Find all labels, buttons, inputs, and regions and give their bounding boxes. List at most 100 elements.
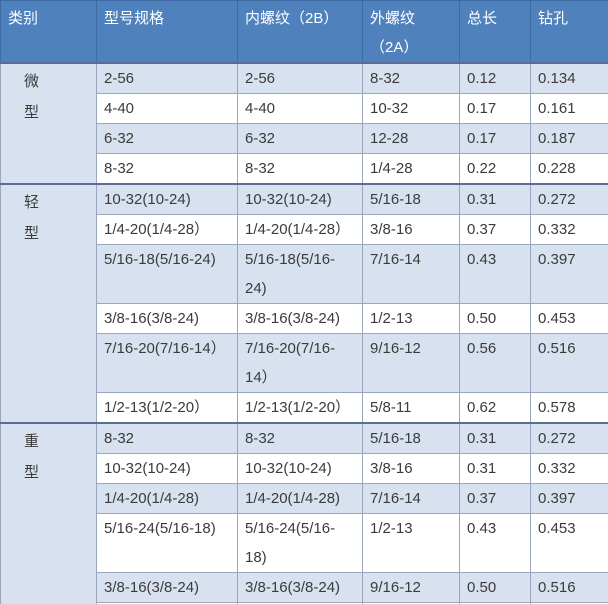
cell-model-spec: 10-32(10-24) [96,183,238,215]
cell-model-spec: 1/4-20(1/4-28) [96,483,238,514]
cell-model-spec: 4-40 [96,93,238,124]
table-row: 轻 型 10-32(10-24) 10-32(10-24) 5/16-18 0.… [0,183,608,424]
table-row: 10-32(10-24) 10-32(10-24) 3/8-16 0.31 0.… [0,453,608,484]
cell-internal-thread: 1/4-20(1/4-28） [237,214,363,245]
cell-drill-hole: 0.578 [530,392,608,424]
cell-total-length: 0.37 [459,214,531,245]
category-char: 轻 [24,194,40,211]
header-row: 类别 型号规格 内螺纹（2B） 外螺纹（2A） 总长 钻孔 [0,0,608,64]
cell-total-length: 0.62 [459,392,531,424]
table-row: 4-40 4-40 10-32 0.17 0.161 [0,93,608,124]
cell-total-length: 0.50 [459,303,531,334]
cell-internal-thread: 8-32 [237,153,363,185]
category-char: 型 [24,225,40,242]
cell-external-thread: 8-32 [362,62,460,94]
col-header-category: 类别 [0,0,97,64]
table-row: 重 型 8-32 8-32 5/16-18 0.31 0.272 [0,422,608,604]
cell-internal-thread: 3/8-16(3/8-24) [237,303,363,334]
cell-internal-thread: 4-40 [237,93,363,124]
col-header-model-spec: 型号规格 [96,0,238,64]
table-row: 3/8-16(3/8-24) 3/8-16(3/8-24) 1/2-13 0.5… [0,303,608,334]
cell-drill-hole: 0.516 [530,572,608,603]
cell-internal-thread: 5/16-24(5/16-18) [237,513,363,573]
cell-model-spec: 7/16-20(7/16-14） [96,333,238,393]
table-header: 类别 型号规格 内螺纹（2B） 外螺纹（2A） 总长 钻孔 [0,0,608,64]
cell-drill-hole: 0.272 [530,422,608,454]
cell-internal-thread: 10-32(10-24) [237,183,363,215]
cell-model-spec: 3/8-16(3/8-24) [96,572,238,603]
cell-total-length: 0.17 [459,123,531,154]
col-header-external-thread: 外螺纹（2A） [362,0,460,64]
col-header-total-length: 总长 [459,0,531,64]
table-row: 1/2-13(1/2-20) 1/2-13(1/2-20) 3/4-16 0.6… [0,602,608,604]
cell-internal-thread: 5/16-18(5/16-24) [237,244,363,304]
cell-total-length: 0.43 [459,244,531,304]
cell-internal-thread: 10-32(10-24) [237,453,363,484]
cell-drill-hole: 0.397 [530,483,608,514]
category-char: 微 [24,73,40,90]
cell-drill-hole: 0.228 [530,153,608,185]
cell-model-spec: 8-32 [96,422,238,454]
cell-external-thread: 1/2-13 [362,513,460,573]
cell-internal-thread: 8-32 [237,422,363,454]
category-char: 型 [24,104,40,121]
cell-drill-hole: 0.516 [530,333,608,393]
cell-drill-hole: 0.453 [530,303,608,334]
group-category-cell: 轻 型 [0,183,97,424]
cell-model-spec: 10-32(10-24) [96,453,238,484]
cell-total-length: 0.37 [459,483,531,514]
table-row: 8-32 8-32 1/4-28 0.22 0.228 [0,153,608,185]
cell-model-spec: 2-56 [96,62,238,94]
cell-external-thread: 12-28 [362,123,460,154]
cell-total-length: 0.43 [459,513,531,573]
cell-external-thread: 7/16-14 [362,244,460,304]
group-micro: 微 型 2-56 2-56 8-32 0.12 0.134 4-40 4-40 … [0,62,608,185]
cell-total-length: 0.31 [459,183,531,215]
cell-drill-hole: 0.453 [530,513,608,573]
col-header-drill-hole: 钻孔 [530,0,608,64]
cell-external-thread: 9/16-12 [362,333,460,393]
category-char: 型 [24,464,40,481]
group-category-cell: 重 型 [0,422,97,604]
cell-model-spec: 8-32 [96,153,238,185]
cell-internal-thread: 7/16-20(7/16-14） [237,333,363,393]
col-header-internal-thread: 内螺纹（2B） [237,0,363,64]
cell-total-length: 0.31 [459,453,531,484]
cell-model-spec: 3/8-16(3/8-24) [96,303,238,334]
cell-external-thread: 5/8-11 [362,392,460,424]
cell-drill-hole: 0.397 [530,244,608,304]
category-char: 重 [24,433,40,450]
cell-drill-hole: 0.134 [530,62,608,94]
cell-total-length: 0.50 [459,572,531,603]
cell-external-thread: 7/16-14 [362,483,460,514]
cell-model-spec: 5/16-24(5/16-18) [96,513,238,573]
cell-total-length: 0.17 [459,93,531,124]
group-light: 轻 型 10-32(10-24) 10-32(10-24) 5/16-18 0.… [0,183,608,424]
table-row: 7/16-20(7/16-14） 7/16-20(7/16-14） 9/16-1… [0,333,608,393]
cell-total-length: 0.56 [459,333,531,393]
table-row: 1/2-13(1/2-20） 1/2-13(1/2-20） 5/8-11 0.6… [0,392,608,424]
cell-drill-hole: 0.332 [530,453,608,484]
table-row: 5/16-18(5/16-24) 5/16-18(5/16-24) 7/16-1… [0,244,608,304]
group-heavy: 重 型 8-32 8-32 5/16-18 0.31 0.272 10-32(1… [0,422,608,604]
table-row: 1/4-20(1/4-28) 1/4-20(1/4-28) 7/16-14 0.… [0,483,608,514]
cell-internal-thread: 6-32 [237,123,363,154]
cell-model-spec: 5/16-18(5/16-24) [96,244,238,304]
cell-internal-thread: 1/2-13(1/2-20） [237,392,363,424]
cell-total-length: 0.31 [459,422,531,454]
cell-external-thread: 5/16-18 [362,183,460,215]
cell-external-thread: 1/2-13 [362,303,460,334]
table-row: 6-32 6-32 12-28 0.17 0.187 [0,123,608,154]
cell-external-thread: 3/8-16 [362,214,460,245]
cell-internal-thread: 1/4-20(1/4-28) [237,483,363,514]
table-row: 3/8-16(3/8-24) 3/8-16(3/8-24) 9/16-12 0.… [0,572,608,603]
cell-drill-hole: 0.272 [530,183,608,215]
cell-model-spec: 6-32 [96,123,238,154]
cell-internal-thread: 2-56 [237,62,363,94]
cell-drill-hole: 0.187 [530,123,608,154]
cell-external-thread: 1/4-28 [362,153,460,185]
group-category-cell: 微 型 [0,62,97,185]
cell-total-length: 0.12 [459,62,531,94]
cell-external-thread: 3/8-16 [362,453,460,484]
